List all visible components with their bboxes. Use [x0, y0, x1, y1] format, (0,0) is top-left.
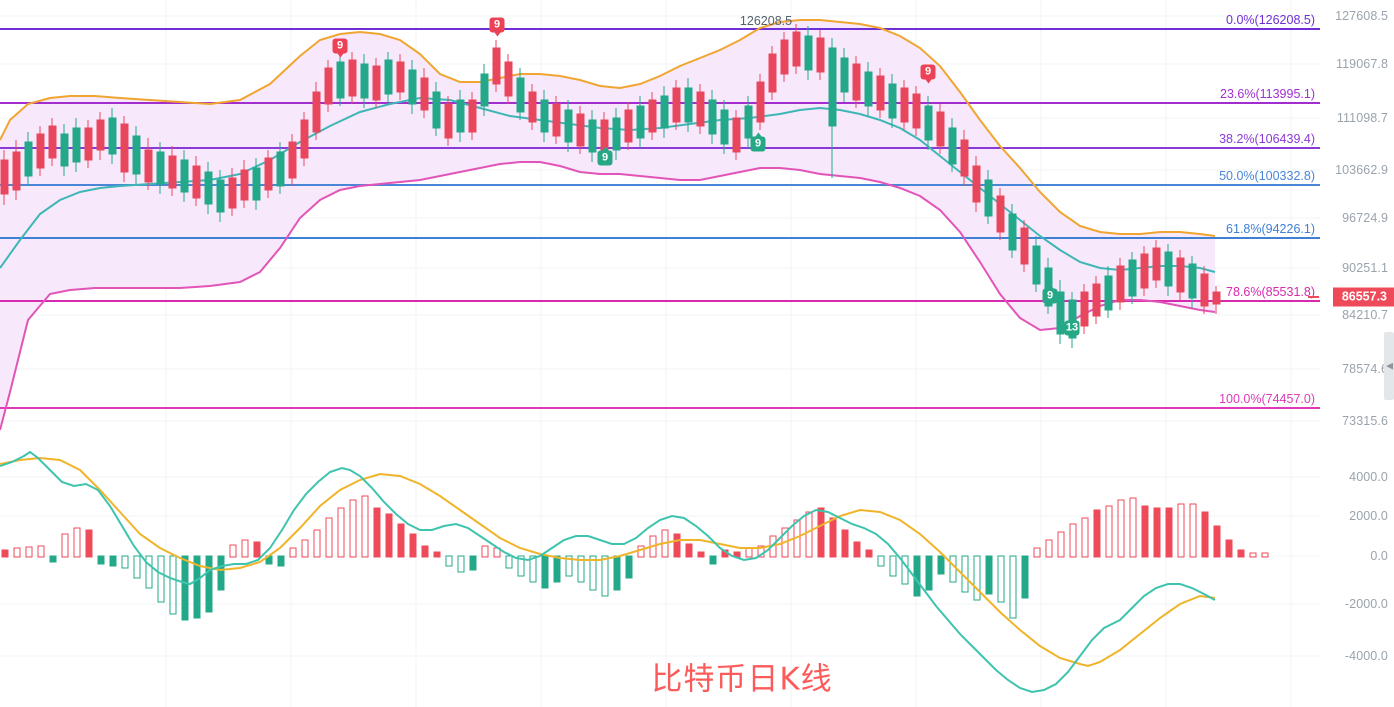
macd-tick: 2000.0	[1349, 509, 1388, 523]
macd-dif-line	[0, 450, 1216, 694]
fib-label-0: 0.0%(126208.5)	[1226, 13, 1315, 27]
price-tick: 90251.1	[1342, 261, 1388, 275]
chart-watermark: 比特币日K线	[651, 661, 833, 698]
price-tick: 103662.9	[1335, 163, 1388, 177]
candlestick-series	[0, 24, 1221, 348]
price-tick: 73315.6	[1342, 414, 1388, 428]
macd-histogram	[1, 495, 1269, 621]
macd-tick: 0.0	[1370, 549, 1388, 563]
td-marker-sell: 9	[332, 38, 348, 54]
td-marker-buy: 9	[597, 150, 613, 166]
chevron-left-icon[interactable]: ◀	[1386, 360, 1393, 371]
fib-label-786: 78.6%(85531.8)	[1226, 285, 1315, 299]
peak-price-label: 126208.5	[739, 14, 793, 28]
bollinger-upper-line	[0, 19, 1216, 237]
fib-label-236: 23.6%(113995.1)	[1220, 87, 1315, 101]
td-marker-buy: 9	[1042, 288, 1058, 304]
fib-label-382: 38.2%(106439.4)	[1219, 132, 1315, 146]
price-tick: 119067.8	[1335, 57, 1388, 71]
bollinger-middle-line	[0, 96, 1216, 273]
current-price-tick	[1308, 296, 1319, 298]
fib-label-618: 61.8%(94226.1)	[1226, 222, 1315, 236]
macd-tick: 4000.0	[1349, 470, 1388, 484]
td-marker-buy: 9	[750, 136, 766, 152]
td-marker-sell: 9	[489, 17, 505, 33]
panel-collapse-handle[interactable]	[1384, 332, 1394, 400]
macd-tick: -4000.0	[1344, 649, 1388, 663]
td-marker-buy: 13	[1064, 320, 1080, 336]
fib-label-500: 50.0%(100332.8)	[1219, 169, 1315, 183]
td-marker-sell: 9	[920, 64, 936, 80]
price-tick: 96724.9	[1342, 211, 1388, 225]
current-price-badge: 86557.3	[1332, 287, 1394, 307]
fib-label-1000: 100.0%(74457.0)	[1219, 392, 1315, 406]
macd-tick: -2000.0	[1344, 597, 1388, 611]
price-tick: 111098.7	[1336, 111, 1388, 125]
price-tick: 127608.5	[1335, 9, 1388, 23]
price-tick: 84210.7	[1342, 308, 1388, 322]
chart-canvas	[0, 0, 1320, 707]
price-axis[interactable]: 127608.5 119067.8 111098.7 103662.9 9672…	[1308, 0, 1394, 707]
price-tick: 78574.6	[1342, 362, 1388, 376]
chart-plot-area[interactable]: 0.0%(126208.5) 23.6%(113995.1) 38.2%(106…	[0, 0, 1320, 707]
macd-dea-line	[0, 456, 1216, 668]
bollinger-lower-line	[0, 161, 1216, 431]
